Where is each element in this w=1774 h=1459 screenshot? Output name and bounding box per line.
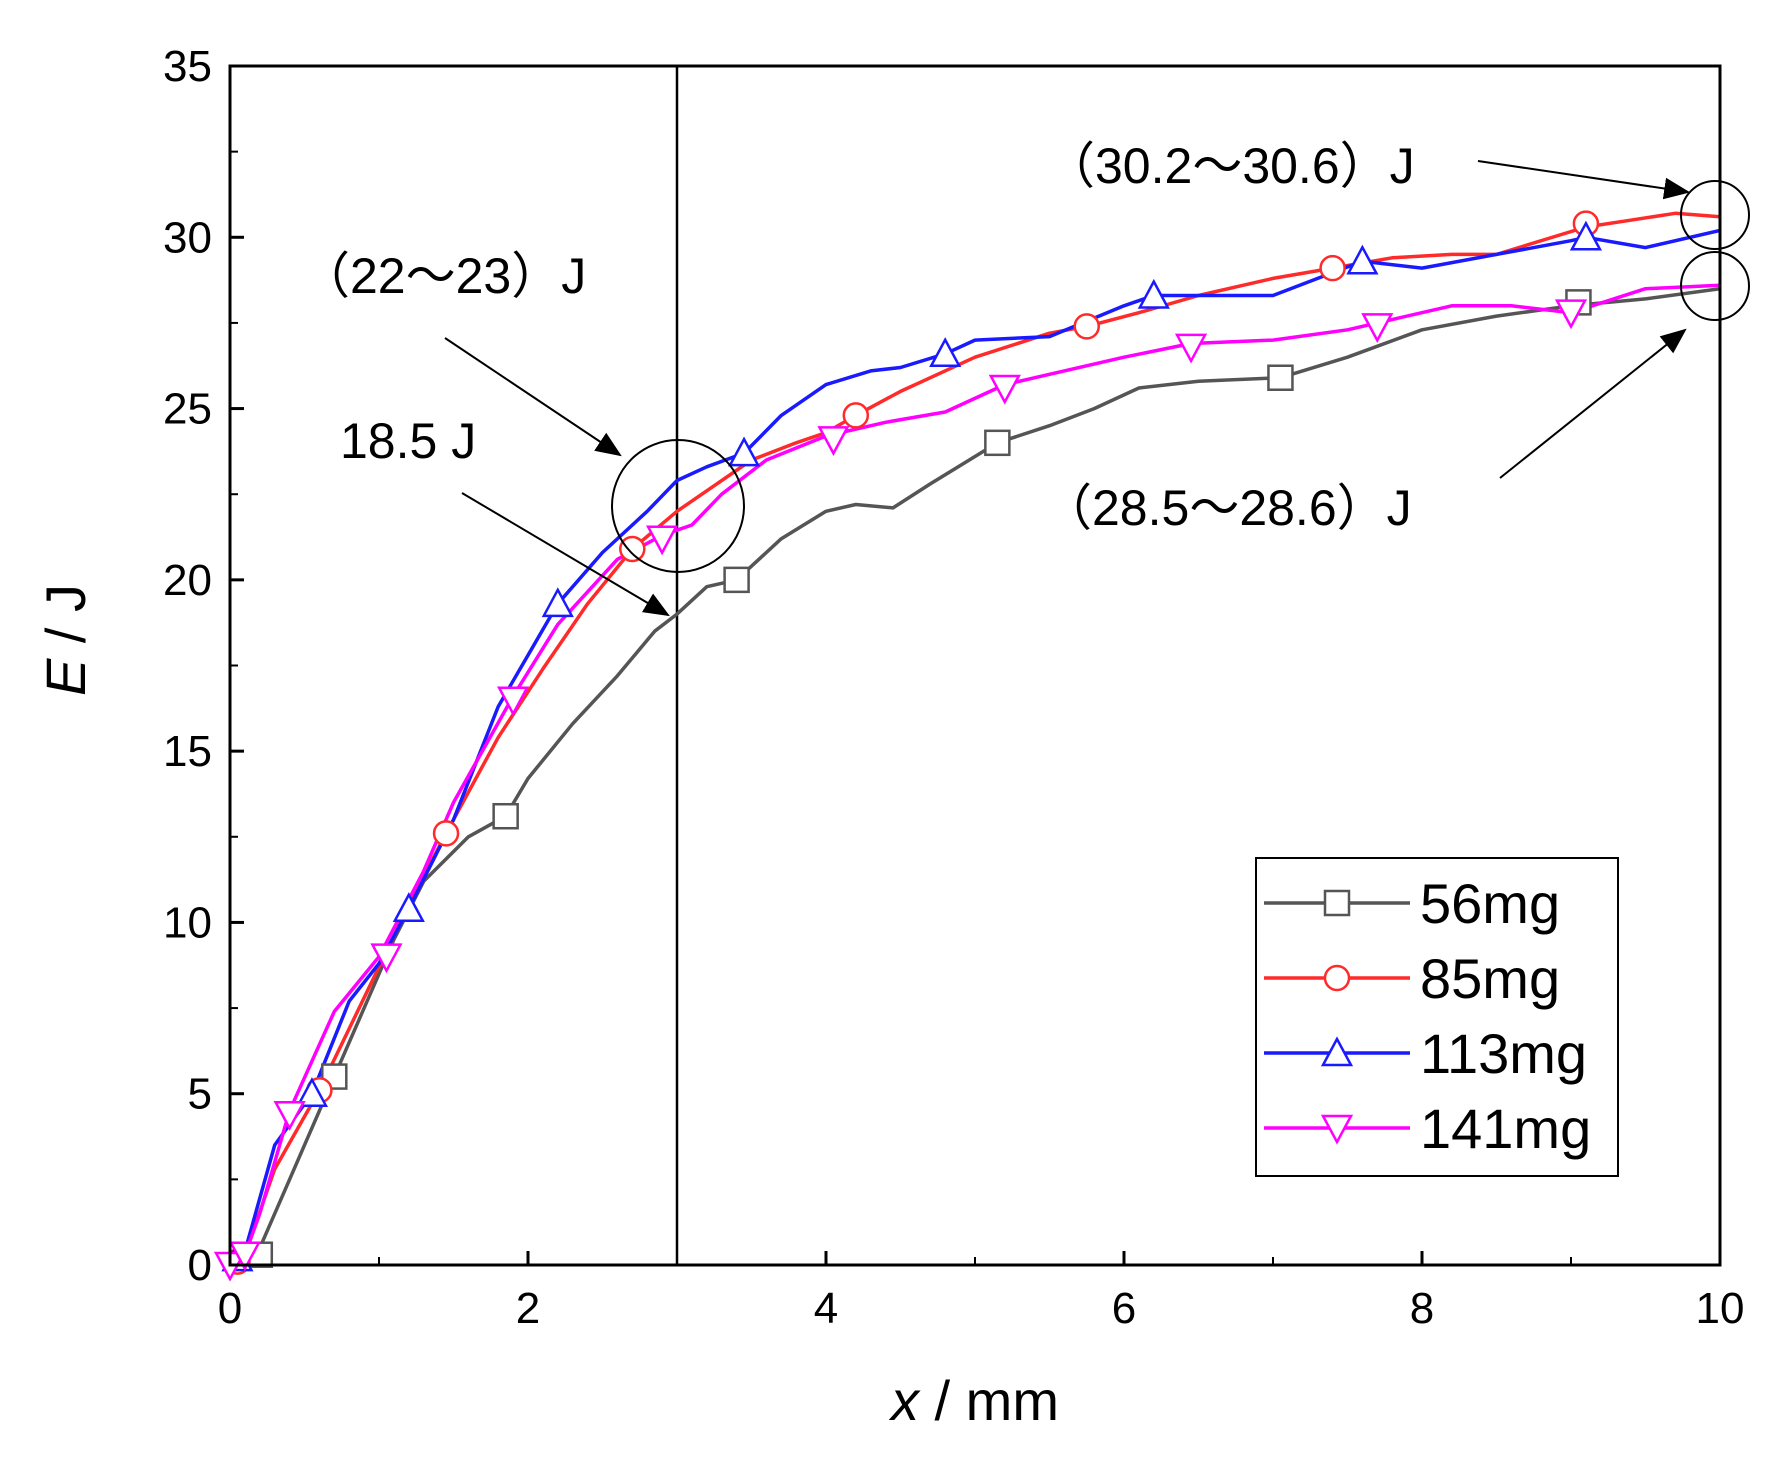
data-point-56mg [723, 566, 750, 594]
series-line-113mg [230, 228, 1720, 1265]
annotation-bottom-right: （28.5～28.6）J [1042, 251, 1750, 536]
legend-marker-56mg [1323, 889, 1351, 917]
y-tick-label: 0 [188, 1241, 212, 1290]
x-tick-label: 2 [516, 1284, 540, 1333]
annotation-18-5: 18.5 J [340, 413, 670, 617]
legend-label-113mg: 113mg [1420, 1022, 1587, 1085]
data-point-85mg [432, 820, 460, 847]
annotation-label-22-23: （22～23）J [300, 248, 586, 304]
data-point-56mg [984, 429, 1011, 457]
data-point-85mg [619, 535, 646, 563]
annotation-circle [1680, 251, 1750, 321]
data-point-113mg [392, 892, 425, 922]
data-point-85mg [1073, 313, 1100, 340]
annotation-22-23: （22～23）J [300, 248, 745, 573]
annotation-circle [611, 439, 745, 573]
data-point-113mg [541, 587, 574, 618]
y-tick-label: 5 [188, 1070, 212, 1119]
annotation-circle [1680, 180, 1750, 250]
axes-ticks: 0 2 4 6 8 10 0 5 10 15 20 25 30 35 [163, 42, 1744, 1333]
data-point-141mg [1174, 333, 1208, 364]
marker-layer [213, 210, 1602, 1282]
y-tick-label: 35 [163, 42, 212, 91]
x-axis-title: x / mm [888, 1369, 1059, 1432]
x-tick-label: 10 [1696, 1284, 1745, 1333]
y-tick-label: 25 [163, 385, 212, 434]
legend-label-85mg: 85mg [1420, 947, 1560, 1010]
data-point-141mg [817, 426, 850, 457]
data-point-141mg [646, 525, 679, 556]
annotation-top-right: （30.2～30.6）J [1045, 138, 1750, 250]
data-point-113mg [929, 337, 962, 368]
legend-box [1255, 857, 1619, 1177]
x-tick-label: 6 [1112, 1284, 1136, 1333]
x-tick-label: 8 [1410, 1284, 1434, 1333]
data-point-56mg [492, 802, 519, 830]
data-point-113mg [1346, 244, 1379, 275]
y-tick-label: 30 [163, 213, 212, 262]
annotation-label-18-5: 18.5 J [340, 413, 476, 469]
annotation-arrow [1477, 160, 1691, 200]
data-point-113mg [295, 1077, 329, 1107]
data-point-56mg [1267, 364, 1294, 391]
data-point-113mg [1137, 278, 1170, 309]
annotation-arrow [444, 337, 622, 457]
data-point-141mg [1361, 313, 1394, 343]
x-tick-label: 0 [218, 1284, 242, 1333]
data-point-141mg [273, 1101, 306, 1131]
data-point-85mg [1319, 254, 1346, 282]
y-tick-label: 15 [163, 727, 212, 776]
data-point-141mg [370, 943, 403, 974]
annotation-label-30-2-30-6: （30.2～30.6）J [1045, 138, 1415, 194]
x-tick-label: 4 [814, 1284, 838, 1333]
data-point-141mg [228, 1241, 261, 1272]
y-tick-label: 20 [163, 556, 212, 605]
annotation-arrow [461, 492, 670, 617]
data-point-141mg [497, 686, 530, 717]
annotation-arrow [1499, 328, 1687, 479]
annotation-label-28-5-28-6: （28.5～28.6）J [1042, 480, 1412, 536]
data-point-113mg [1569, 220, 1602, 251]
legend-marker-113mg [1320, 1036, 1354, 1067]
data-point-141mg [1554, 299, 1588, 330]
data-point-85mg [842, 402, 870, 429]
data-point-141mg [988, 374, 1021, 405]
y-axis-title: E / J [34, 584, 97, 696]
data-point-113mg [727, 436, 761, 467]
legend-marker-141mg [1320, 1114, 1354, 1145]
legend-label-141mg: 141mg [1420, 1097, 1591, 1160]
y-tick-label: 10 [163, 898, 212, 947]
legend-label-56mg: 56mg [1420, 872, 1560, 935]
legend-entries: 56mg 85mg 113mg 141mg [1264, 872, 1591, 1160]
legend: 56mg 85mg 113mg 141mg [1255, 857, 1619, 1177]
legend-marker-85mg [1323, 964, 1351, 992]
plot-frame [228, 64, 1722, 1267]
series-line-141mg [230, 283, 1720, 1265]
